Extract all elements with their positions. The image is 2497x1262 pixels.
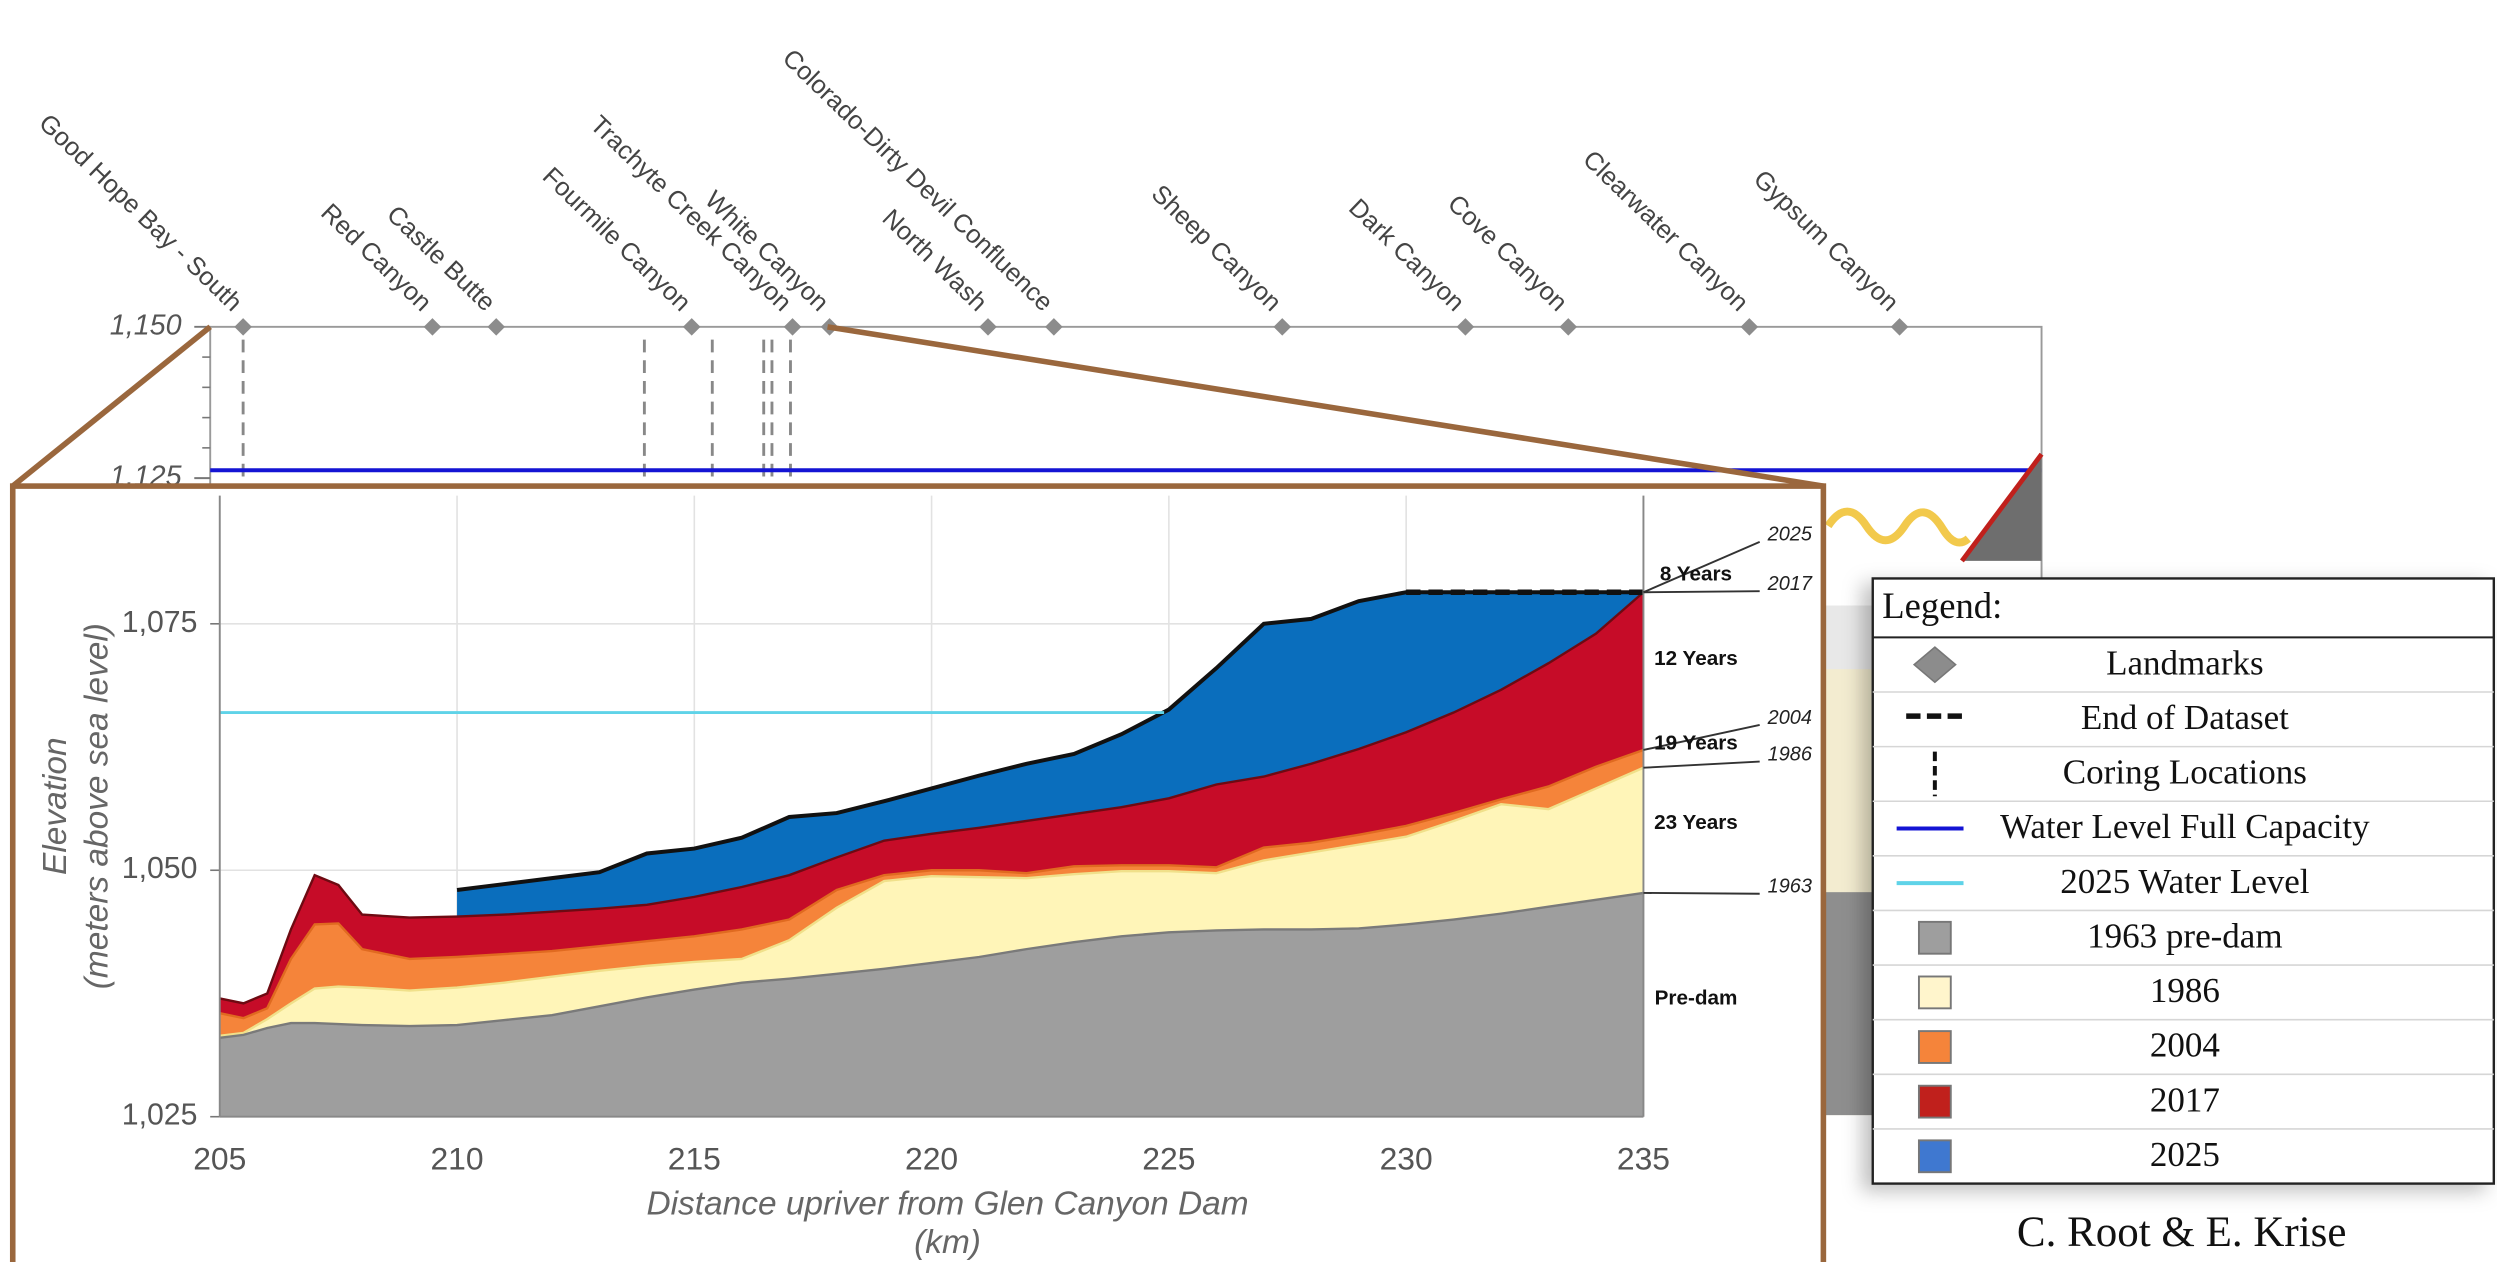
layer-outline <box>456 590 1644 892</box>
area-layer <box>219 892 1644 1117</box>
landmark <box>234 318 252 336</box>
interval-label: 8 Years <box>1660 563 1732 586</box>
x-tick-label: 210 <box>430 1141 483 1177</box>
legend-label: 2025 <box>2150 1135 2220 1174</box>
series-label: 2025 <box>1767 524 1813 546</box>
x-tick-label: 220 <box>905 1141 958 1177</box>
landmark <box>1740 318 1759 336</box>
legend-box <box>1871 577 2496 1185</box>
legend-label: 1986 <box>2150 971 2220 1010</box>
remnant-area <box>1823 892 1880 1116</box>
layer-outline <box>219 591 1645 1005</box>
legend-label: 2004 <box>2150 1026 2220 1065</box>
legend-label: Coring Locations <box>2063 753 2307 792</box>
landmark <box>1890 318 1909 336</box>
legend-label: End of Dataset <box>2081 698 2289 737</box>
layer-outline <box>219 748 1644 1020</box>
y-axis-title: Elevation <box>37 737 74 875</box>
legend-symbol <box>1917 1084 1952 1119</box>
x-axis-title: (km) <box>914 1224 981 1261</box>
x-tick-label: 215 <box>668 1141 721 1177</box>
layer-outline <box>219 891 1644 1040</box>
legend-symbol <box>1917 920 1952 955</box>
leader-line <box>1643 540 1761 594</box>
x-tick-label: 230 <box>1380 1141 1433 1177</box>
zoom-connectors <box>10 324 1824 489</box>
y-tick-label: 1,050 <box>122 852 198 885</box>
y-tick-label: 1,025 <box>122 1099 198 1132</box>
legend-label: 1963 pre-dam <box>2087 916 2282 955</box>
y-axis-title: (meters above sea level) <box>79 623 116 989</box>
x-tick-label: 205 <box>193 1141 246 1177</box>
zoom-connector <box>10 324 212 489</box>
legend-symbol <box>1912 646 1957 684</box>
leader-line <box>1643 891 1760 895</box>
y-tick-label: 1,075 <box>122 606 198 639</box>
credit: C. Root & E. Krise <box>2017 1209 2347 1256</box>
remnant-edge <box>1960 452 2044 563</box>
landmark <box>487 318 505 336</box>
landmark <box>682 318 701 336</box>
zoom-connector <box>827 324 1824 489</box>
legend-label: Landmarks <box>2106 643 2264 682</box>
legend-label: 2017 <box>2150 1080 2220 1119</box>
leader-line <box>1643 760 1760 769</box>
x-axis-title: Distance upriver from Glen Canyon Dam <box>646 1186 1248 1223</box>
legend-title: Legend: <box>1882 585 2002 626</box>
x-tick-label: 235 <box>1617 1141 1670 1177</box>
y-tick-label: 1,150 <box>110 309 182 341</box>
leader-line <box>1643 590 1760 594</box>
landmark <box>423 318 442 336</box>
series-label: 1986 <box>1768 743 1813 765</box>
inset-chart: 205 210 215 220 225 230 235 1,025 1,050 1,075 1963… <box>37 495 1813 1261</box>
landmark <box>1559 318 1578 336</box>
series-label: 1963 <box>1768 876 1812 898</box>
legend: Legend: Landmarks End of Dataset Coring Loc… <box>1871 577 2496 1185</box>
legend-symbol <box>1917 975 1952 1010</box>
x-tick-label: 225 <box>1142 1141 1195 1177</box>
interval-label: 12 Years <box>1654 647 1738 670</box>
interval-label: 19 Years <box>1654 732 1738 755</box>
leader-line <box>1643 724 1760 751</box>
legend-label: Water Level Full Capacity <box>2000 807 2370 846</box>
legend-symbol <box>1917 1030 1952 1064</box>
series-label: 2004 <box>1767 707 1812 729</box>
interval-label: Pre-dam <box>1655 986 1738 1009</box>
legend-symbol <box>1917 1139 1952 1174</box>
layer-outline <box>219 766 1644 1038</box>
interval-label: 23 Years <box>1654 811 1738 834</box>
overview-remnants <box>1823 452 2044 1116</box>
legend-label: 2025 Water Level <box>2060 862 2310 901</box>
landmark <box>1045 318 1063 336</box>
remnant-wave <box>1824 507 1971 547</box>
series-label: 2017 <box>1767 573 1813 595</box>
